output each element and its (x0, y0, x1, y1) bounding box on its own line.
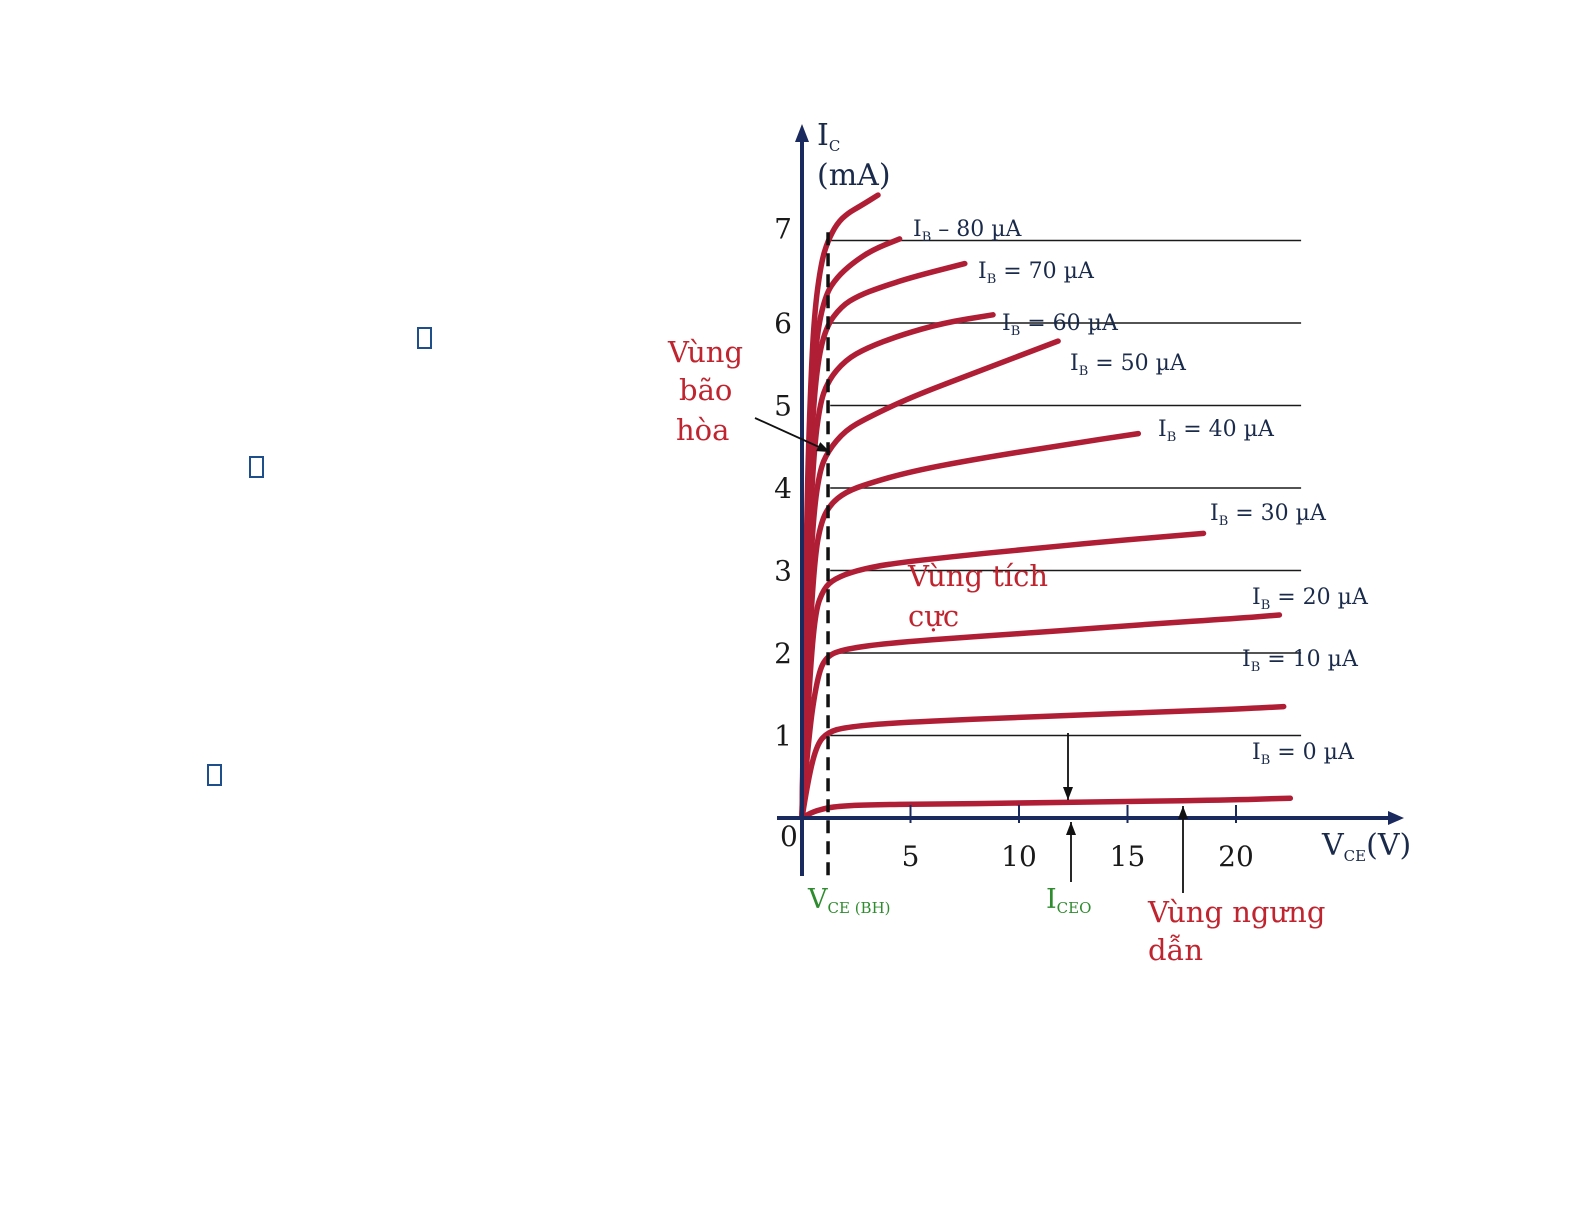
y-tick-label: 5 (774, 390, 792, 423)
ib-curve-label: IB = 10 µA (1242, 647, 1359, 675)
x-tick-label: 20 (1218, 840, 1254, 873)
y-tick-label: 3 (774, 555, 792, 588)
ib-curve-label: IB = 40 µA (1158, 417, 1275, 445)
x-axis-arrow (1388, 811, 1404, 825)
placeholder-glyph-box (249, 456, 264, 478)
grid-lines (830, 239, 1302, 737)
y-tick-label: 4 (774, 472, 792, 505)
x-axis-title: VCE(V) (1321, 828, 1411, 865)
placeholder-glyph-box (207, 764, 222, 786)
ib-curve-label: IB – 80 µA (913, 217, 1023, 245)
axes (754, 124, 1404, 893)
active-region-label: Vùng tích (907, 559, 1048, 593)
characteristic-curve (799, 192, 881, 821)
characteristic-curve (799, 612, 1283, 821)
x-tick-label: 5 (902, 840, 920, 873)
iceo-label: ICEO (1046, 884, 1091, 917)
x-tick-label: 15 (1110, 840, 1146, 873)
placeholder-glyph-box (417, 327, 432, 349)
cutoff-region-label: dẫn (1148, 933, 1203, 967)
characteristic-curve (799, 530, 1207, 821)
x-tick-label: 10 (1001, 840, 1037, 873)
saturation-arrow-head (816, 442, 830, 452)
iceo-up-arrow-head (1066, 822, 1076, 835)
ib-curve-label: IB = 50 µA (1070, 351, 1187, 379)
y-tick-label: 6 (774, 307, 792, 340)
labels: 5 10 15 20 1 2 3 4 5 6 7 0 IC(mA) VCE(V) IB = 0 µA IB =… (667, 118, 1411, 967)
characteristic-curve (799, 703, 1287, 821)
vce-sat-label: VCE (BH) (807, 884, 891, 917)
iceo-down-arrow-head (1063, 787, 1073, 800)
y-tick-label: 2 (774, 637, 792, 670)
ib-curve-label: IB = 30 µA (1210, 501, 1327, 529)
y-axis-arrow (795, 124, 809, 142)
ib-curve-label: IB = 60 µA (1002, 311, 1119, 339)
y-axis-title: IC (817, 118, 840, 155)
saturation-region-label: hòa (676, 413, 729, 447)
saturation-arrow (754, 417, 831, 453)
ib-curve-label: IB = 70 µA (978, 259, 1095, 287)
y-tick-label: 7 (774, 213, 792, 246)
ib-curve-label: IB = 0 µA (1252, 740, 1355, 768)
cutoff-arrow-head (1178, 806, 1188, 819)
y-tick-label: 1 (774, 720, 792, 753)
characteristic-curve (799, 795, 1294, 821)
cutoff-region-label: Vùng ngưng (1147, 895, 1325, 929)
active-region-label: cực (908, 599, 959, 633)
ib-curve-label: IB = 20 µA (1252, 585, 1369, 613)
saturation-region-label: bão (679, 373, 732, 407)
y-axis-unit: (mA) (817, 158, 891, 193)
saturation-region-label: Vùng (667, 335, 743, 369)
origin-label: 0 (780, 820, 798, 853)
characteristic-curve (799, 430, 1142, 821)
